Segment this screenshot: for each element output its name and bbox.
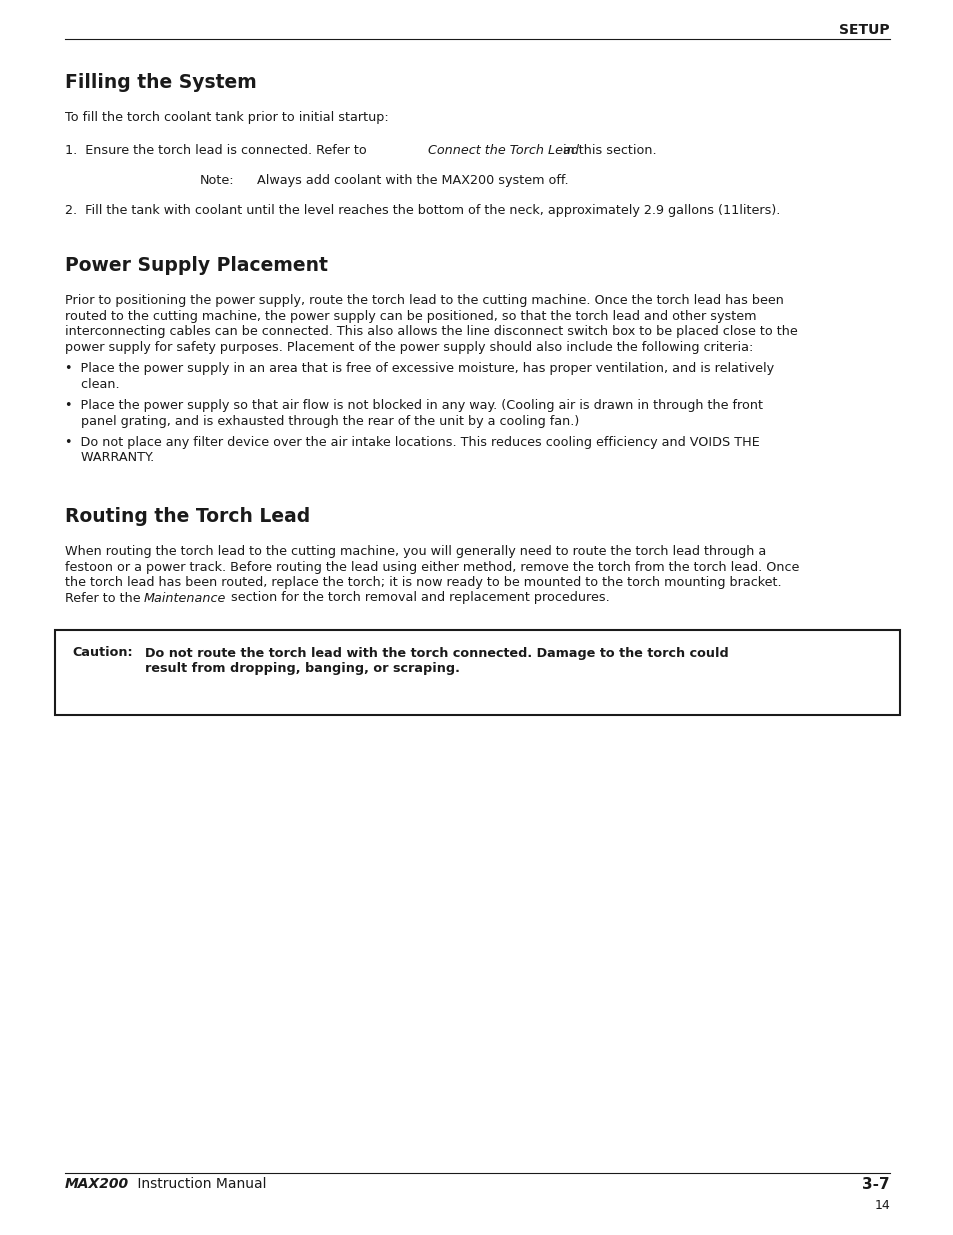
Text: in this section.: in this section.: [558, 144, 656, 157]
Text: panel grating, and is exhausted through the rear of the unit by a cooling fan.): panel grating, and is exhausted through …: [65, 415, 578, 427]
Text: MAX200: MAX200: [65, 1177, 129, 1191]
Text: festoon or a power track. Before routing the lead using either method, remove th: festoon or a power track. Before routing…: [65, 561, 799, 573]
Text: the torch lead has been routed, replace the torch; it is now ready to be mounted: the torch lead has been routed, replace …: [65, 576, 781, 589]
Text: 2.  Fill the tank with coolant until the level reaches the bottom of the neck, a: 2. Fill the tank with coolant until the …: [65, 204, 780, 217]
Text: 1.  Ensure the torch lead is connected. Refer to: 1. Ensure the torch lead is connected. R…: [65, 144, 371, 157]
Text: clean.: clean.: [65, 378, 119, 390]
Text: Caution:: Caution:: [71, 646, 132, 659]
Text: routed to the cutting machine, the power supply can be positioned, so that the t: routed to the cutting machine, the power…: [65, 310, 756, 322]
Text: Always add coolant with the MAX200 system off.: Always add coolant with the MAX200 syste…: [241, 174, 568, 186]
Text: •  Place the power supply in an area that is free of excessive moisture, has pro: • Place the power supply in an area that…: [65, 362, 773, 375]
Text: Refer to the: Refer to the: [65, 592, 145, 604]
Text: SETUP: SETUP: [839, 23, 889, 37]
Text: WARRANTY.: WARRANTY.: [65, 452, 154, 464]
Text: Routing the Torch Lead: Routing the Torch Lead: [65, 508, 310, 526]
Text: Do not route the torch lead with the torch connected. Damage to the torch could: Do not route the torch lead with the tor…: [145, 646, 728, 659]
Text: section for the torch removal and replacement procedures.: section for the torch removal and replac…: [227, 592, 609, 604]
Text: Maintenance: Maintenance: [144, 592, 226, 604]
Text: Note:: Note:: [200, 174, 234, 186]
Text: •  Do not place any filter device over the air intake locations. This reduces co: • Do not place any filter device over th…: [65, 436, 759, 450]
Text: Prior to positioning the power supply, route the torch lead to the cutting machi: Prior to positioning the power supply, r…: [65, 294, 783, 308]
Text: Power Supply Placement: Power Supply Placement: [65, 256, 328, 275]
Text: result from dropping, banging, or scraping.: result from dropping, banging, or scrapi…: [145, 662, 459, 676]
Text: •  Place the power supply so that air flow is not blocked in any way. (Cooling a: • Place the power supply so that air flo…: [65, 399, 762, 412]
Text: When routing the torch lead to the cutting machine, you will generally need to r: When routing the torch lead to the cutti…: [65, 545, 765, 558]
Text: Filling the System: Filling the System: [65, 73, 256, 91]
Text: To fill the torch coolant tank prior to initial startup:: To fill the torch coolant tank prior to …: [65, 111, 388, 124]
Text: Connect the Torch Lead: Connect the Torch Lead: [428, 144, 578, 157]
Text: Instruction Manual: Instruction Manual: [132, 1177, 266, 1191]
Bar: [55, 630, 899, 715]
Text: 3-7: 3-7: [862, 1177, 889, 1192]
Text: power supply for safety purposes. Placement of the power supply should also incl: power supply for safety purposes. Placem…: [65, 341, 753, 353]
Text: interconnecting cables can be connected. This also allows the line disconnect sw: interconnecting cables can be connected.…: [65, 325, 797, 338]
Text: 14: 14: [873, 1199, 889, 1212]
